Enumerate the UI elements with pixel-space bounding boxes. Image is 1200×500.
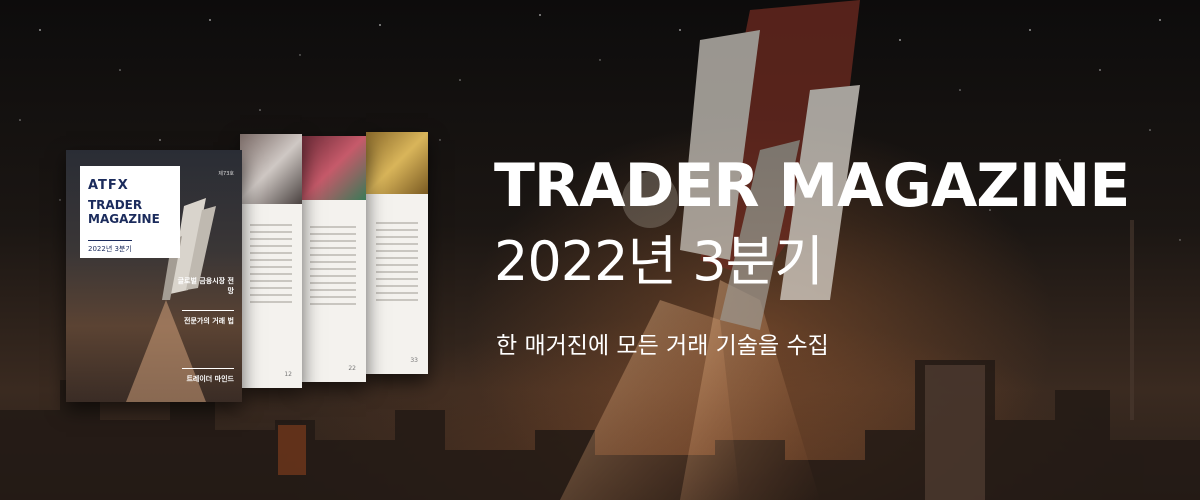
building-image — [240, 134, 302, 204]
cover-headline-1: 글로벌 금융시장 전망 — [177, 277, 234, 295]
cover-headline-2: 전문가의 거래 법 — [184, 317, 234, 325]
hero-tagline: 한 매거진에 모든 거래 기술을 수집 — [496, 333, 829, 359]
magazine-page-2: 22 — [300, 136, 366, 382]
gold-bars-image — [366, 132, 428, 194]
cover-divider — [182, 310, 234, 311]
hero-title: TRADER MAGAZINE — [494, 151, 1130, 221]
cover-issue: 2022년 3분기 — [88, 240, 132, 254]
cover-title-box: ATFX TRADER MAGAZINE 2022년 3분기 — [80, 166, 180, 258]
cover-title: TRADER MAGAZINE — [88, 198, 160, 226]
cover-issue-tag: 제73호 — [218, 171, 234, 177]
article-text-lines — [376, 222, 418, 306]
magazine-page-3: 33 — [366, 132, 428, 374]
magazine-page-1: 12 — [240, 134, 302, 388]
hero-subtitle: 2022년 3분기 — [494, 230, 824, 293]
cover-divider — [182, 368, 234, 369]
article-text-lines — [250, 224, 292, 308]
page-number: 33 — [410, 357, 418, 364]
magazine-cover: ATFX TRADER MAGAZINE 2022년 3분기 제73호 글로벌 … — [66, 150, 242, 402]
cover-headline-3: 트레이더 마인드 — [186, 375, 234, 383]
page-number: 12 — [284, 371, 292, 378]
portrait-image — [300, 136, 366, 200]
page-number: 22 — [348, 365, 356, 372]
cover-brand: ATFX — [88, 178, 129, 193]
article-text-lines — [310, 226, 356, 310]
